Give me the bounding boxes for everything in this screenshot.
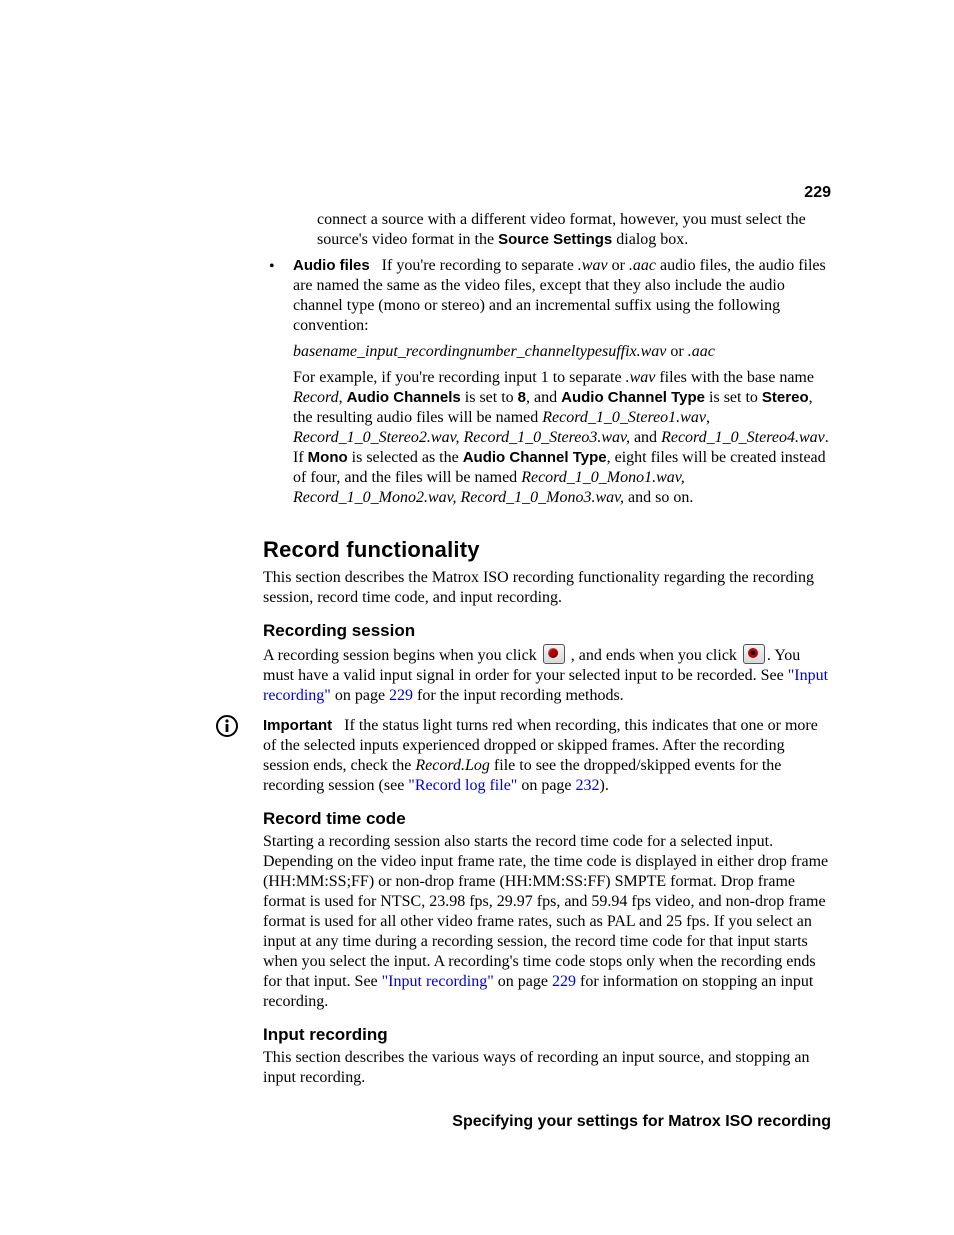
- ui-value: 8: [518, 389, 526, 406]
- heading-record-functionality: Record functionality: [263, 536, 832, 564]
- timecode-para: Starting a recording session also starts…: [263, 832, 832, 1012]
- text: on page: [517, 777, 575, 794]
- text: on page: [494, 973, 552, 990]
- file-ext: .aac: [688, 343, 715, 360]
- stop-icon: [743, 644, 765, 664]
- input-recording-para: This section describes the various ways …: [263, 1048, 832, 1088]
- filename: Record_1_0_Stereo1.wav: [542, 409, 706, 426]
- filename: Record_1_0_Stereo4.wav: [661, 429, 825, 446]
- text: files with the base name: [655, 369, 814, 386]
- ui-value: Mono: [308, 449, 348, 466]
- ui-label: Audio Channel Type: [561, 389, 705, 406]
- xref-page[interactable]: 229: [389, 687, 413, 704]
- file-ext: .aac: [629, 257, 656, 274]
- ui-value: Stereo: [762, 389, 809, 406]
- page-footer: Specifying your settings for Matrox ISO …: [452, 1113, 831, 1131]
- record-icon: [543, 644, 565, 664]
- text: is set to: [461, 389, 518, 406]
- xref-link[interactable]: "Record log file": [408, 777, 517, 794]
- text: and: [630, 429, 661, 446]
- xref-page[interactable]: 232: [576, 777, 600, 794]
- filename: Record.Log: [415, 757, 490, 774]
- example-paragraph: For example, if you're recording input 1…: [293, 368, 832, 508]
- naming-convention: basename_input_recordingnumber_channelty…: [293, 342, 832, 362]
- text: , and: [526, 389, 561, 406]
- text: and so on.: [624, 489, 693, 506]
- text: is selected as the: [348, 449, 463, 466]
- document-page: 229 connect a source with a different vi…: [0, 0, 954, 1235]
- xref-page[interactable]: 229: [552, 973, 576, 990]
- text: ).: [600, 777, 609, 794]
- basename: Record: [293, 389, 339, 406]
- file-ext: .wav: [578, 257, 608, 274]
- text: for the input recording methods.: [413, 687, 624, 704]
- text: dialog box.: [612, 231, 688, 248]
- bullet-body: Audio files If you're recording to separ…: [293, 256, 832, 514]
- text: For example, if you're recording input 1…: [293, 369, 626, 386]
- section-intro: This section describes the Matrox ISO re…: [263, 568, 832, 608]
- text: or: [666, 343, 687, 360]
- text: or: [608, 257, 629, 274]
- bullet-label: Audio files: [293, 257, 370, 274]
- bullet-marker: •: [269, 256, 293, 514]
- heading-input-recording: Input recording: [263, 1024, 832, 1045]
- recording-session-para: A recording session begins when you clic…: [263, 644, 832, 706]
- ui-label: Source Settings: [498, 231, 612, 248]
- important-note: Important If the status light turns red …: [263, 716, 832, 796]
- convention-pattern: basename_input_recordingnumber_channelty…: [293, 343, 666, 360]
- bullet-item-audio-files: • Audio files If you're recording to sep…: [269, 256, 832, 514]
- xref-link[interactable]: "Input recording": [382, 973, 494, 990]
- text: ,: [706, 409, 710, 426]
- text: ,: [339, 389, 347, 406]
- page-number: 229: [804, 184, 831, 202]
- important-label: Important: [263, 717, 332, 734]
- text: Starting a recording session also starts…: [263, 833, 828, 990]
- text: If you're recording to separate: [382, 257, 578, 274]
- heading-recording-session: Recording session: [263, 620, 832, 641]
- ui-label: Audio Channels: [347, 389, 461, 406]
- heading-record-time-code: Record time code: [263, 808, 832, 829]
- info-icon: [215, 714, 239, 738]
- text: A recording session begins when you clic…: [263, 647, 541, 664]
- page-content: connect a source with a different video …: [263, 210, 832, 1094]
- text: is set to: [705, 389, 762, 406]
- ui-label: Audio Channel Type: [463, 449, 607, 466]
- file-ext: .wav: [626, 369, 656, 386]
- continued-paragraph: connect a source with a different video …: [317, 210, 832, 250]
- text: on page: [331, 687, 389, 704]
- filename: Record_1_0_Stereo2.wav, Record_1_0_Stere…: [293, 429, 630, 446]
- text: , and ends when you click: [571, 647, 741, 664]
